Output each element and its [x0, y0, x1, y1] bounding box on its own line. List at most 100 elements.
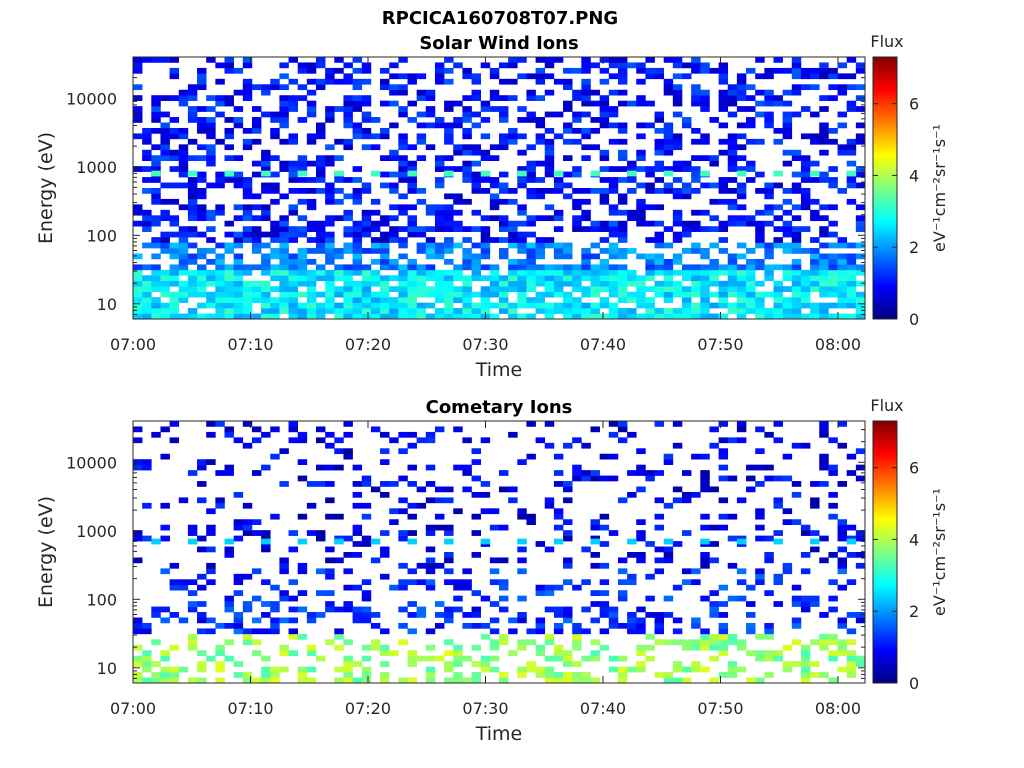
heatmap-cell — [746, 264, 756, 271]
heatmap-cell — [682, 160, 692, 167]
heatmap-cell — [187, 111, 198, 118]
heatmap-cell — [480, 248, 491, 254]
heatmap-cell — [718, 650, 729, 657]
heatmap-cell — [709, 606, 719, 613]
heatmap-cell — [608, 106, 619, 112]
heatmap-cell — [380, 530, 390, 536]
heatmap-cell — [444, 291, 454, 298]
heatmap-cell — [471, 313, 481, 320]
heatmap-cell — [846, 650, 857, 657]
heatmap-cell — [197, 302, 207, 309]
heatmap-cell — [389, 231, 399, 238]
heatmap-cell — [563, 606, 573, 613]
heatmap-cell — [178, 264, 189, 271]
heatmap-cell — [187, 258, 198, 265]
heatmap-cell — [499, 302, 509, 309]
heatmap-cell — [828, 552, 838, 558]
heatmap-cell — [453, 122, 463, 129]
heatmap-cell — [425, 672, 436, 678]
heatmap-cell — [791, 215, 802, 222]
heatmap-cell — [663, 286, 674, 293]
heatmap-cell — [133, 535, 143, 542]
heatmap-cell — [398, 579, 408, 586]
heatmap-cell — [645, 237, 655, 243]
heatmap-cell — [279, 84, 289, 91]
heatmap-cell — [352, 57, 363, 63]
heatmap-cell — [471, 149, 481, 156]
heatmap-cell — [160, 655, 170, 662]
heatmap-cell — [224, 426, 234, 433]
heatmap-cell — [828, 639, 838, 646]
heatmap-cell — [617, 672, 628, 678]
heatmap-cell — [563, 269, 573, 276]
heatmap-cell — [800, 297, 811, 303]
heatmap-cell — [563, 127, 573, 134]
heatmap-cell — [800, 106, 811, 112]
heatmap-cell — [855, 302, 866, 309]
heatmap-cell — [425, 242, 436, 249]
panel-title: Solar Wind Ions — [419, 33, 578, 54]
heatmap-cell — [316, 481, 326, 487]
heatmap-cell — [819, 286, 829, 293]
heatmap-cell — [572, 220, 582, 227]
heatmap-cell — [572, 313, 582, 320]
heatmap-cell — [224, 464, 234, 471]
heatmap-cell — [791, 67, 802, 74]
heatmap-cell — [462, 264, 472, 271]
heatmap-cell — [325, 111, 335, 118]
heatmap-cell — [462, 95, 472, 101]
heatmap-cell — [453, 275, 463, 282]
heatmap-cell — [178, 579, 189, 586]
heatmap-cell — [855, 220, 866, 227]
heatmap-cell — [444, 78, 454, 85]
heatmap-cell — [544, 655, 555, 662]
heatmap-cell — [691, 67, 701, 74]
heatmap-cell — [480, 215, 491, 222]
heatmap-cell — [828, 275, 838, 282]
heatmap-cell — [846, 160, 857, 167]
heatmap-cell — [846, 286, 857, 293]
heatmap-cell — [334, 253, 344, 260]
heatmap-cell — [654, 264, 664, 271]
heatmap-cell — [837, 639, 847, 646]
heatmap-cell — [160, 308, 170, 314]
heatmap-cell — [453, 650, 463, 657]
x-tick-label: 07:20 — [345, 335, 391, 354]
heatmap-cell — [133, 209, 143, 216]
heatmap-cell — [764, 269, 774, 276]
heatmap-cell — [352, 269, 363, 276]
y-tick-label: 10000 — [66, 453, 117, 472]
heatmap-cell — [535, 628, 546, 635]
heatmap-cell — [453, 144, 463, 151]
heatmap-cell — [764, 628, 774, 635]
heatmap-cell — [746, 601, 756, 607]
heatmap-cell — [160, 242, 170, 249]
heatmap-cell — [334, 464, 344, 471]
heatmap-cell — [306, 89, 317, 96]
heatmap-cell — [855, 215, 866, 222]
heatmap-cell — [242, 95, 253, 101]
heatmap-cell — [416, 188, 427, 194]
heatmap-cell — [407, 170, 417, 177]
heatmap-cell — [499, 133, 509, 140]
heatmap-cell — [590, 524, 600, 531]
heatmap-cell — [444, 524, 454, 531]
heatmap-cell — [334, 677, 344, 684]
heatmap-cell — [480, 291, 491, 298]
heatmap-cell — [627, 297, 637, 303]
heatmap-cell — [535, 67, 546, 74]
heatmap-cell — [178, 280, 189, 287]
heatmap-cell — [297, 672, 308, 678]
heatmap-cell — [846, 280, 857, 287]
heatmap-cell — [700, 155, 710, 162]
heatmap-cell — [544, 584, 555, 591]
heatmap-cell — [828, 242, 838, 249]
heatmap-cell — [791, 89, 802, 96]
heatmap-cell — [215, 291, 225, 298]
heatmap-cell — [800, 188, 811, 194]
heatmap-cell — [837, 269, 847, 276]
heatmap-cell — [572, 297, 582, 303]
heatmap-cell — [855, 552, 866, 558]
heatmap-cell — [581, 475, 591, 482]
heatmap-cell — [800, 248, 811, 254]
